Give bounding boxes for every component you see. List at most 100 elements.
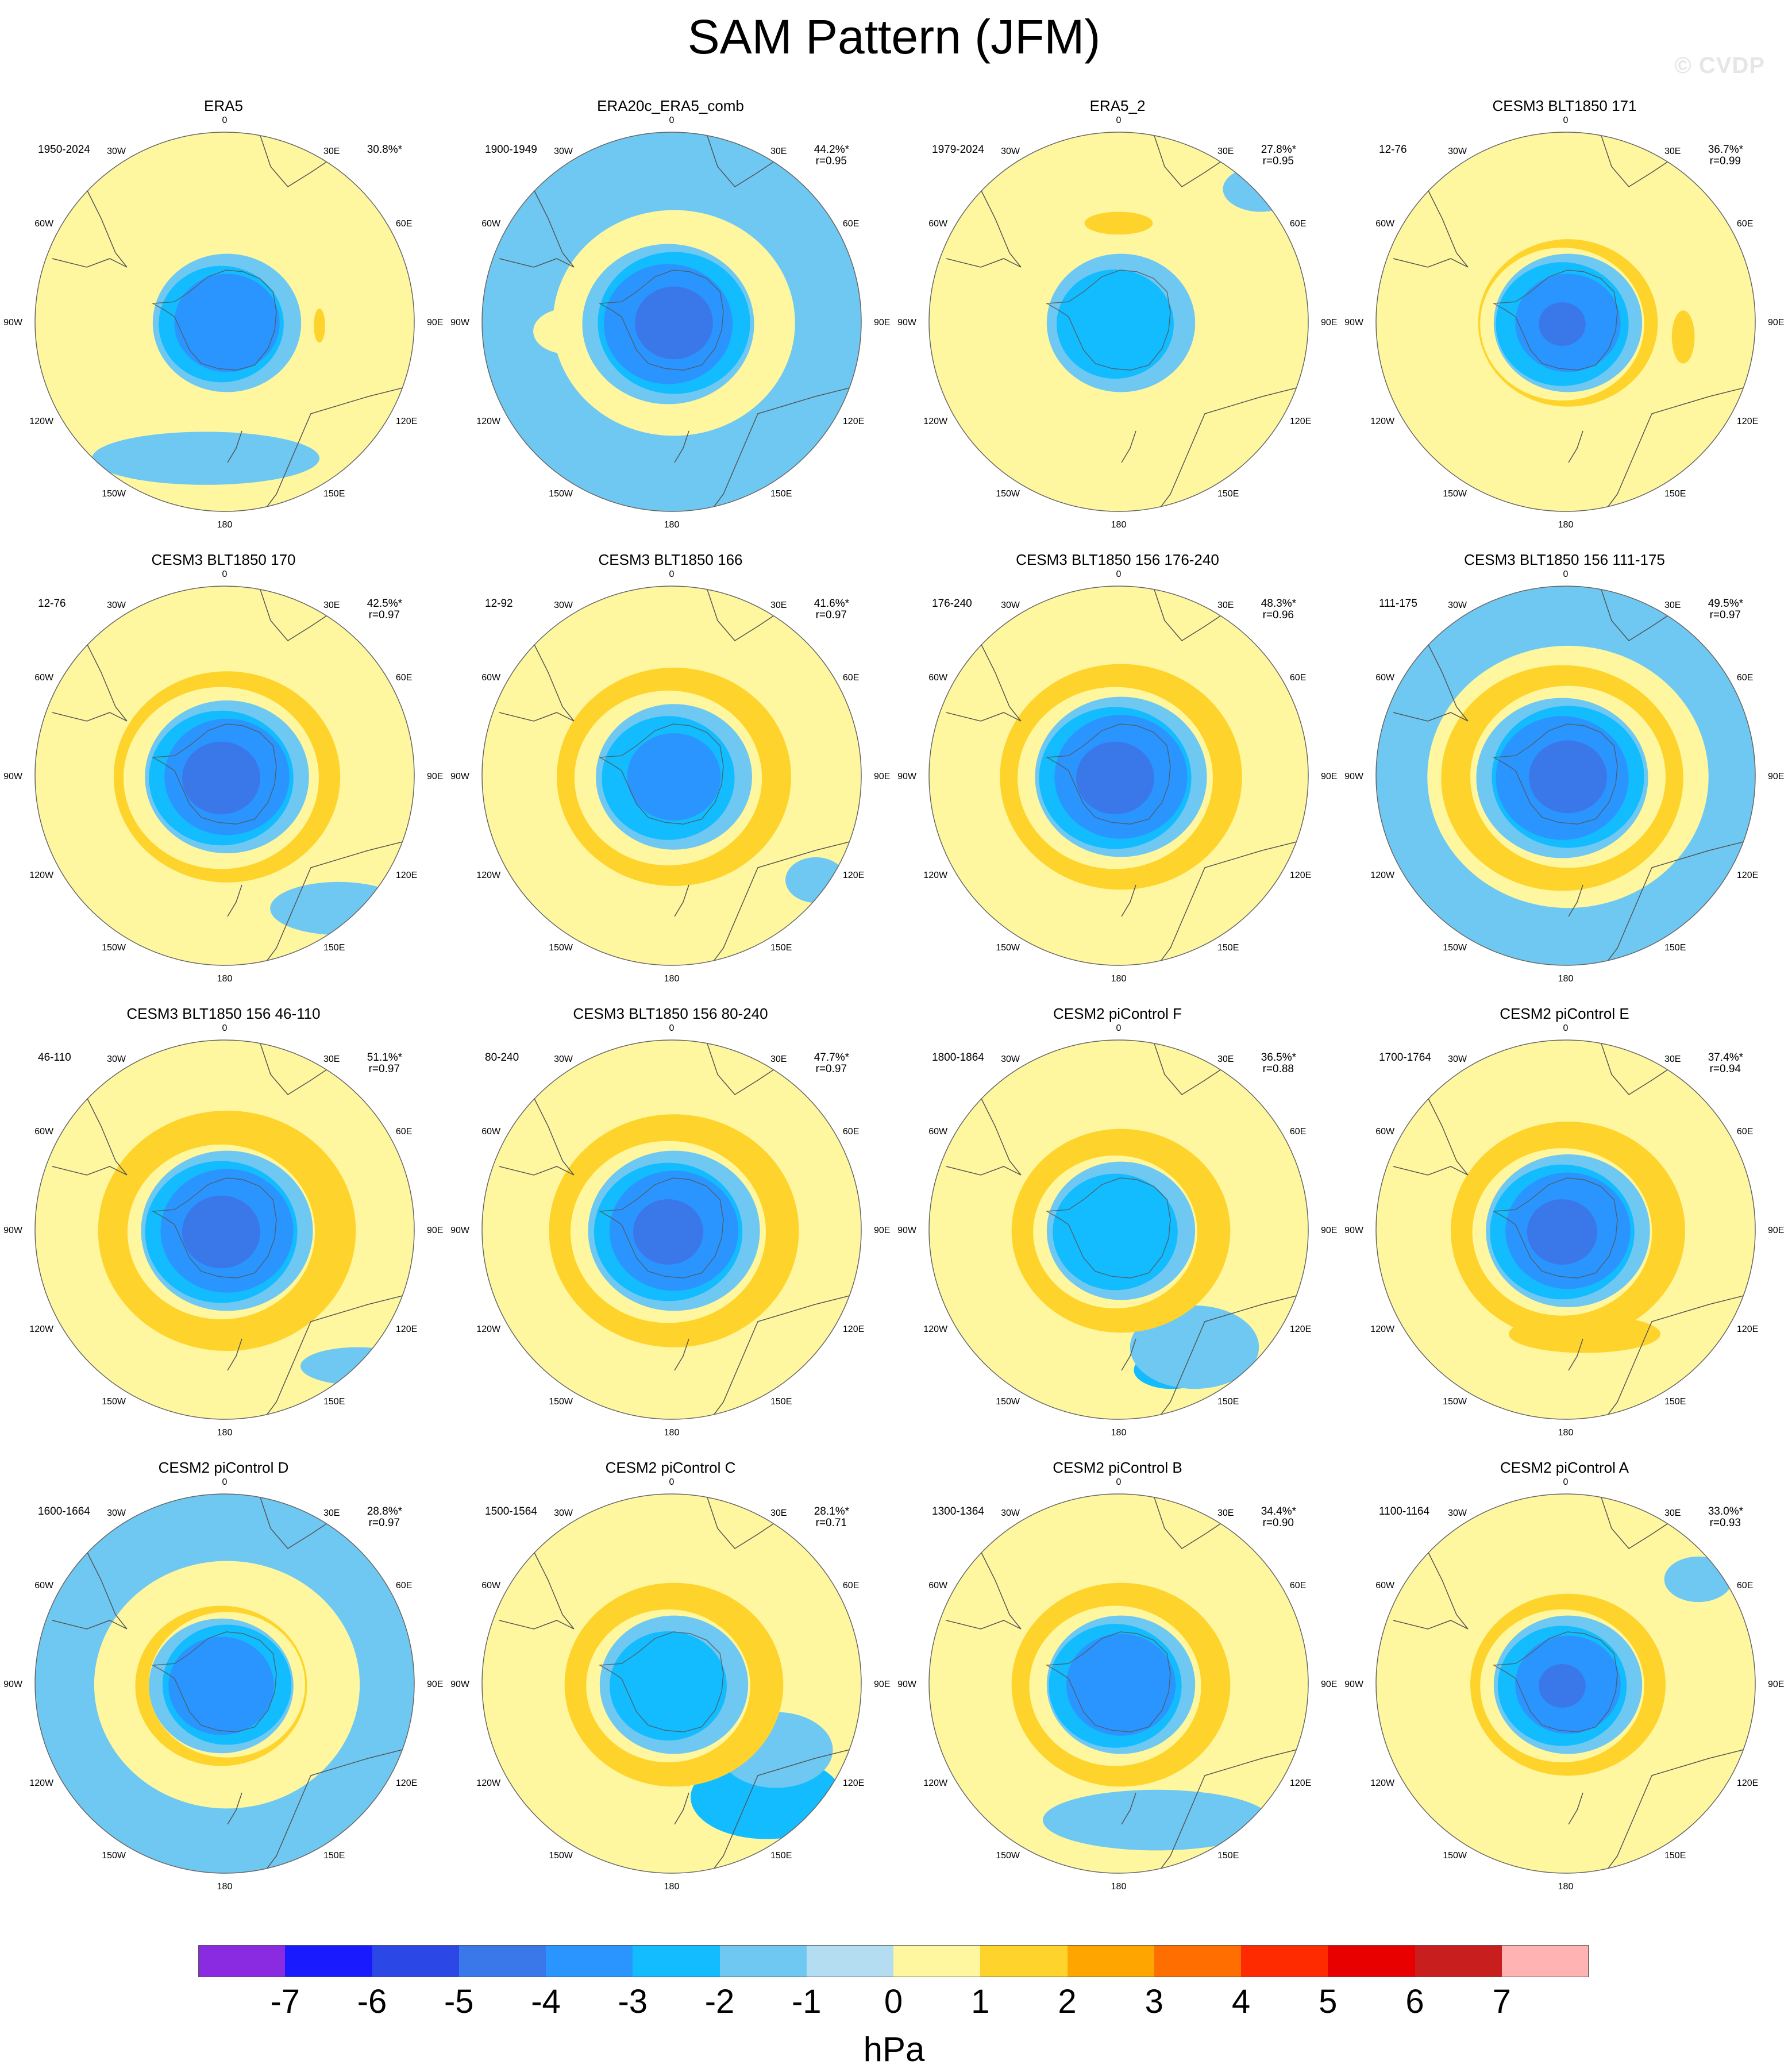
contour-field [929, 1040, 1308, 1419]
map-panel: ERA5_2 1979-2024 27.8%* r=0.95 0 30E 60E 90E 120… [894, 97, 1341, 550]
africa-coastline [1153, 132, 1240, 187]
polar-map: 0 30E 60E 90E 120E 150E 180 150W 120W 90W 60W 30W [897, 1477, 1337, 1892]
contour-ring [1529, 740, 1607, 814]
antarctica-coastline [151, 723, 277, 825]
polar-map: 0 30E 60E 90E 120E 150E 180 150W 120W 90W 60W 30W [3, 569, 443, 984]
longitude-label: 180 [217, 1428, 233, 1438]
longitude-label: 120W [1370, 417, 1395, 426]
contour-blob [1223, 166, 1299, 212]
africa-coastline [259, 1494, 346, 1549]
africa-coastline [1600, 586, 1687, 641]
longitude-label: 90E [427, 772, 443, 781]
map-boundary [928, 586, 1309, 966]
longitude-label: 30E [1217, 147, 1234, 156]
panel-title: CESM3 BLT1850 156 111-175 [1464, 551, 1665, 568]
contour-ring [182, 1195, 260, 1269]
panel-variance-explained: 36.5%* [1261, 1052, 1296, 1064]
polar-map: 0 30E 60E 90E 120E 150E 180 150W 120W 90W 60W 30W [1344, 569, 1784, 984]
new-zealand-coastline [674, 884, 689, 917]
south-america-coastline [1393, 1085, 1469, 1176]
contour-ring [1539, 1663, 1586, 1708]
longitude-label: 30E [323, 1054, 340, 1064]
panel-pattern-correlation: r=0.97 [815, 1063, 847, 1075]
south-america-coastline [499, 1085, 575, 1176]
longitude-label: 90E [1321, 772, 1337, 781]
contour-ring [1076, 741, 1154, 815]
longitude-label: 120E [843, 871, 864, 880]
longitude-label: 90W [3, 772, 23, 781]
longitude-label: 180 [1111, 1428, 1127, 1438]
panel-period: 1300-1364 [932, 1505, 984, 1518]
longitude-label: 90E [874, 1680, 890, 1689]
longitude-label: 120E [396, 871, 417, 880]
panel-period: 12-76 [1379, 144, 1407, 156]
longitude-label: 60E [396, 1127, 412, 1137]
antarctica-coastline [1492, 1177, 1618, 1278]
longitude-label: 0 [1116, 115, 1122, 125]
south-america-coastline [1393, 178, 1469, 268]
new-zealand-coastline [227, 1338, 242, 1371]
longitude-label: 60E [1290, 673, 1306, 683]
south-america-coastline [946, 631, 1022, 722]
map-panel: CESM2 piControl B 1300-1364 34.4%* r=0.90 0 3… [894, 1458, 1341, 1912]
page-title: SAM Pattern (JFM) [687, 10, 1101, 64]
longitude-label: 0 [222, 1023, 228, 1033]
new-zealand-coastline [674, 1792, 689, 1825]
panel-title: ERA20c_ERA5_comb [597, 97, 744, 114]
contour-ring [174, 274, 280, 372]
longitude-label: 0 [1563, 1023, 1569, 1033]
longitude-label: 60W [1375, 1581, 1395, 1590]
panel-variance-explained: 51.1%* [367, 1052, 402, 1064]
longitude-label: 150E [323, 1851, 345, 1861]
longitude-label: 180 [664, 1428, 680, 1438]
panel-pattern-correlation: r=0.97 [815, 609, 847, 621]
longitude-label: 60E [396, 219, 412, 229]
longitude-label: 60E [1737, 219, 1753, 229]
polar-map: 0 30E 60E 90E 120E 150E 180 150W 120W 90W 60W 30W [450, 115, 890, 530]
longitude-label: 150E [1664, 943, 1686, 953]
polar-map: 0 30E 60E 90E 120E 150E 180 150W 120W 90W 60W 30W [3, 1023, 443, 1438]
south-america-coastline [499, 631, 575, 722]
longitude-label: 150W [996, 943, 1020, 953]
contour-field [1376, 132, 1755, 511]
colorbar-segment [1415, 1945, 1502, 1977]
longitude-label: 0 [669, 1477, 675, 1487]
panel-period: 1900-1949 [485, 144, 537, 156]
panel-pattern-correlation: r=0.97 [368, 1517, 400, 1529]
map-panel: CESM3 BLT1850 156 46-110 46-110 51.1%* r=0.… [0, 1004, 447, 1458]
panel-title: CESM3 BLT1850 156 46-110 [126, 1005, 321, 1022]
colorbar-segment [806, 1945, 894, 1977]
longitude-label: 150E [323, 489, 345, 499]
longitude-label: 30W [554, 600, 573, 610]
panel-title: CESM2 piControl A [1500, 1459, 1629, 1476]
africa-coastline [1600, 1494, 1687, 1549]
longitude-label: 30W [554, 147, 573, 156]
longitude-label: 30E [323, 600, 340, 610]
longitude-label: 150W [996, 1397, 1020, 1407]
longitude-label: 150W [102, 1851, 126, 1861]
longitude-label: 90E [1321, 1680, 1337, 1689]
longitude-label: 150W [102, 1397, 126, 1407]
panel-pattern-correlation: r=0.88 [1262, 1063, 1294, 1075]
panel-variance-explained: 27.8%* [1261, 144, 1296, 156]
australia-coastline [706, 1746, 861, 1873]
longitude-label: 60W [481, 1127, 501, 1137]
contour-ring [182, 741, 260, 815]
colorbar-tick-label: 3 [1145, 1983, 1163, 2020]
longitude-label: 0 [1563, 569, 1569, 579]
colorbar-segment [1067, 1945, 1155, 1977]
contour-blob [1671, 310, 1695, 364]
panel-variance-explained: 44.2%* [814, 144, 849, 156]
longitude-label: 120E [1737, 1778, 1758, 1788]
longitude-label: 90W [3, 1680, 23, 1689]
longitude-label: 60E [1737, 1127, 1753, 1137]
longitude-label: 0 [1563, 1477, 1569, 1487]
longitude-label: 0 [669, 1023, 675, 1033]
longitude-label: 120E [1290, 1324, 1311, 1334]
longitude-label: 60W [928, 219, 948, 229]
longitude-label: 30E [323, 1508, 340, 1518]
contour-blob [92, 432, 319, 485]
africa-coastline [259, 132, 346, 187]
new-zealand-coastline [227, 1792, 242, 1825]
colorbar-segment [1154, 1945, 1242, 1977]
